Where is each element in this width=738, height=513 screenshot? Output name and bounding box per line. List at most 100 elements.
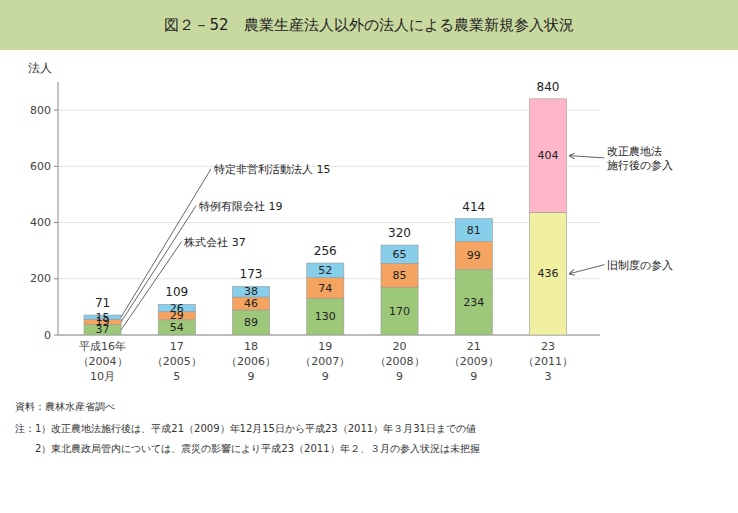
data-label: 38: [244, 285, 258, 298]
x-tick-label: 17 （2005） 5: [152, 340, 202, 383]
text-line: 9: [248, 370, 255, 383]
text-line: （2008）: [375, 355, 425, 368]
y-tick: [54, 278, 58, 279]
annotation-line: [570, 265, 605, 274]
text-line: （2009）: [449, 355, 499, 368]
data-label: 81: [467, 224, 481, 237]
text-line: 21: [467, 340, 481, 353]
grid-line: [58, 110, 600, 111]
note: 2）東北農政局管内については、震災の影響により平成23（2011）年２、３月の参…: [15, 443, 480, 454]
annotation: 特例有限会社 19: [199, 199, 282, 212]
text-line: 20: [393, 340, 407, 353]
data-label: 52: [318, 264, 332, 277]
text-line: 9: [470, 370, 477, 383]
chart: 図２－52 農業生産法人以外の法人による農業新規参入状況 0 200 400 600 80…: [0, 0, 738, 513]
title-band: [0, 0, 738, 50]
data-label: 54: [170, 321, 184, 334]
bar-segment: [381, 245, 418, 263]
text-line: 特例有限会社 19: [199, 199, 282, 212]
annotation: 特定非営利活動法人 15: [214, 163, 330, 176]
grid-line: [58, 222, 600, 223]
x-tick-label: 23 （2011） 3: [523, 340, 573, 383]
y-tick-label: 0: [44, 329, 51, 342]
text-line: 9: [396, 370, 403, 383]
data-label: 74: [318, 282, 332, 295]
x-tick-label: 18 （2006） 9: [226, 340, 276, 383]
data-label: 436: [538, 267, 559, 280]
text-line: 特定非営利活動法人 15: [214, 163, 330, 176]
data-label: 65: [393, 248, 407, 261]
y-tick: [54, 110, 58, 111]
bar-segment: [455, 219, 492, 242]
y-tick-label: 600: [30, 160, 51, 173]
total-label: 109: [165, 285, 188, 299]
bar-segment: [307, 278, 344, 299]
text-line: 5: [173, 370, 180, 383]
y-axis-label: 法人: [28, 61, 52, 75]
title: 図２－52 農業生産法人以外の法人による農業新規参入状況: [164, 16, 573, 34]
text-line: 9: [322, 370, 329, 383]
data-label: 46: [244, 297, 258, 310]
annotation: 改正農地法施行後の参入: [607, 144, 673, 171]
bar-segment: [232, 310, 269, 335]
x-tick-label: 20 （2008） 9: [375, 340, 425, 383]
source: 資料：農林水産省調べ: [15, 401, 115, 412]
text-line: 施行後の参入: [607, 158, 673, 171]
annotation: 株式会社 37: [183, 236, 246, 249]
x-tick-label: 平成16年（2004）10月: [78, 340, 128, 383]
total-label: 414: [462, 200, 485, 214]
x-tick-label: 21 （2009） 9: [449, 340, 499, 383]
data-label: 130: [315, 310, 336, 323]
text-line: 旧制度の参入: [607, 258, 673, 271]
bar-segment: [381, 287, 418, 335]
total-label: 173: [240, 267, 263, 281]
text-line: （2004）: [78, 355, 128, 368]
text-line: 株式会社 37: [183, 236, 246, 249]
bar-segment: [455, 241, 492, 269]
bars: [84, 99, 567, 335]
text-line: 改正農地法: [607, 144, 662, 157]
text-line: （2005）: [152, 355, 202, 368]
data-label: 99: [467, 249, 481, 262]
total-label: 256: [314, 244, 337, 258]
total-label: 840: [537, 80, 560, 94]
y-tick: [54, 166, 58, 167]
bar-segment: [529, 99, 566, 213]
bar-segment: [307, 263, 344, 278]
text-line: 17: [170, 340, 184, 353]
text-line: 23: [541, 340, 555, 353]
y-tick: [54, 222, 58, 223]
data-label: 85: [393, 269, 407, 282]
text-line: 18: [244, 340, 258, 353]
text-line: （2007）: [300, 355, 350, 368]
y-tick: [54, 335, 58, 336]
bar-segment: [381, 263, 418, 287]
bar-segment: [232, 297, 269, 310]
data-label: 26: [170, 302, 184, 315]
text-line: （2011）: [523, 355, 573, 368]
text-line: 19: [318, 340, 332, 353]
annotations: 特定非営利活動法人 15特例有限会社 19株式会社 37旧制度の参入改正農地法施…: [121, 144, 673, 329]
data-label: 404: [538, 149, 559, 162]
total-label: 71: [95, 296, 110, 310]
y-tick-label: 400: [30, 216, 51, 229]
text-line: 3: [545, 370, 552, 383]
data-label: 15: [96, 311, 110, 324]
annotation: 旧制度の参入: [607, 258, 673, 271]
data-label: 234: [463, 296, 484, 309]
total-label: 320: [388, 226, 411, 240]
y-axis: [58, 82, 59, 335]
y-tick-label: 200: [30, 272, 51, 285]
grid: [58, 110, 600, 335]
text-line: （2006）: [226, 355, 276, 368]
text-line: 10月: [90, 370, 115, 383]
bar-segment: [455, 269, 492, 335]
note: 注：1）改正農地法施行後は、平成21（2009）年12月15日から平成23（20…: [15, 423, 476, 434]
data-label: 170: [389, 305, 410, 318]
data-labels: 3719157154292610989463817313074522561708…: [95, 80, 560, 336]
y-tick-label: 800: [30, 104, 51, 117]
bar-segment: [307, 298, 344, 335]
annotation-line: [121, 242, 181, 330]
x-tick-label: 19 （2007） 9: [300, 340, 350, 383]
data-label: 89: [244, 316, 258, 329]
